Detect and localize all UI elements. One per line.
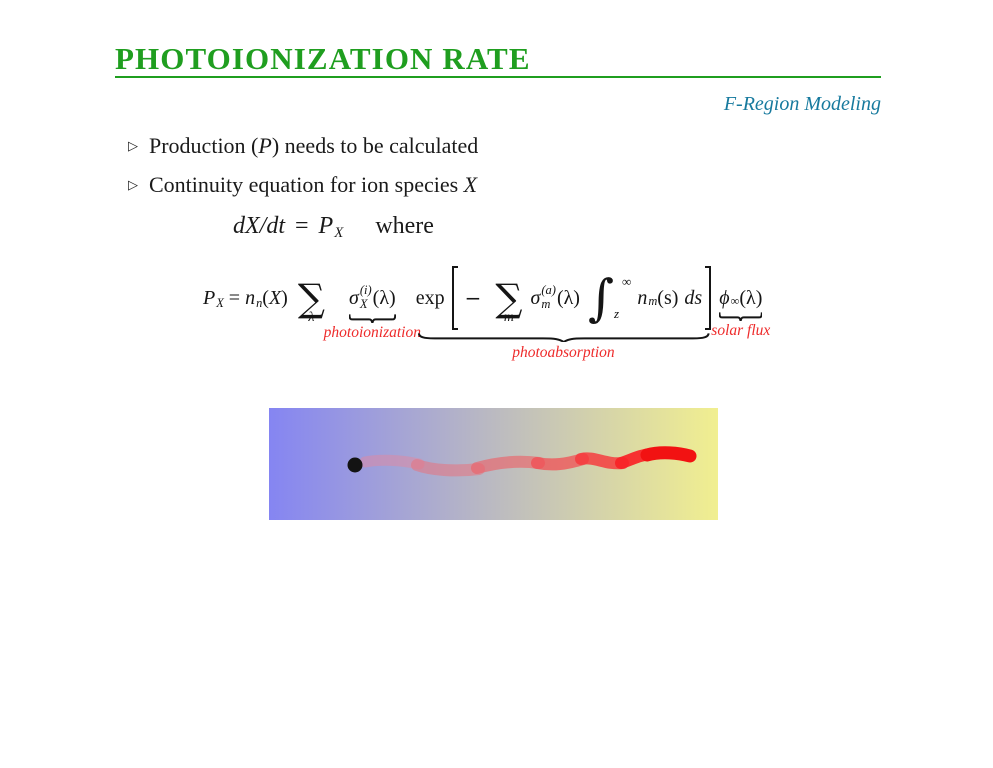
slide-subtitle: F-Region Modeling (723, 93, 881, 115)
photoionization-term: σ (i) X (λ) photoionization (323, 283, 422, 341)
title-underline (115, 76, 881, 78)
sum-over-lambda: ∑ λ (297, 276, 325, 325)
bullet-list: ▷ Production (P) needs to be calculated … (128, 133, 478, 211)
bullet-item: ▷ Production (P) needs to be calculated (128, 133, 478, 159)
solar-flux-label: solar flux (711, 321, 771, 339)
triangle-bullet-icon: ▷ (128, 177, 138, 192)
photon-path-stroke (640, 446, 697, 463)
eq-lhs: PX = nn(X) (203, 286, 288, 310)
photon-attenuation-illustration (347, 446, 697, 477)
continuity-equation: dX/dt = PX where (233, 213, 434, 242)
triangle-bullet-icon: ▷ (128, 138, 138, 153)
page-title: PHOTOIONIZATION RATE (115, 41, 531, 76)
photoionization-label: photoionization (323, 324, 422, 341)
sum-over-m: ∑ m (495, 276, 523, 325)
underbrace (349, 313, 396, 323)
bullet-item: ▷ Continuity equation for ion species X (128, 172, 478, 198)
integral: ∫ ∞ z (587, 268, 632, 327)
absorption-gradient-figure (269, 408, 718, 520)
production-rate-equation: PX = nn(X) ∑ λ σ (i) X (λ) photoionization ex… (203, 264, 771, 361)
bullet-text: Production (P) needs to be calculated (149, 133, 479, 158)
underbrace (719, 311, 762, 321)
underbrace (416, 332, 711, 342)
solar-flux-term: ϕ ∞ (λ) solar flux (711, 286, 771, 339)
photoabsorption-label: photoabsorption (512, 344, 615, 361)
right-bracket (705, 266, 712, 330)
start-point-dot (347, 457, 363, 473)
bullet-text: Continuity equation for ion species X (149, 172, 478, 197)
photoabsorption-term: exp − ∑ m σ (a) m (λ) ∫ ∞ z n m (s) ds photoa… (416, 266, 712, 361)
left-bracket (451, 266, 458, 330)
